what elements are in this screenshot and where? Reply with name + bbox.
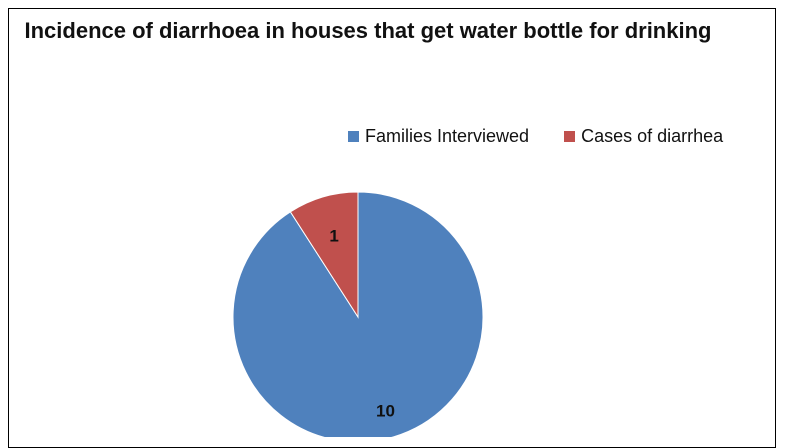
legend-item-families-interviewed: Families Interviewed xyxy=(348,126,529,147)
legend-item-cases-of-diarrhea: Cases of diarrhea xyxy=(564,126,723,147)
chart-title: Incidence of diarrhoea in houses that ge… xyxy=(24,18,712,43)
pie-slice-cases-of-diarrhea xyxy=(289,191,359,319)
data-label-cases-of-diarrhea: 1 xyxy=(329,226,338,245)
data-label-families-interviewed: 10 xyxy=(376,402,395,421)
chart-legend: Families Interviewed Cases of diarrhea xyxy=(348,126,753,147)
legend-label-cases-of-diarrhea: Cases of diarrhea xyxy=(581,126,724,146)
pie-chart: 10 1 xyxy=(232,191,484,437)
legend-swatch-cases-of-diarrhea xyxy=(564,131,576,142)
legend-swatch-families-interviewed xyxy=(348,131,359,142)
legend-label-families-interviewed: Families Interviewed xyxy=(365,126,530,146)
